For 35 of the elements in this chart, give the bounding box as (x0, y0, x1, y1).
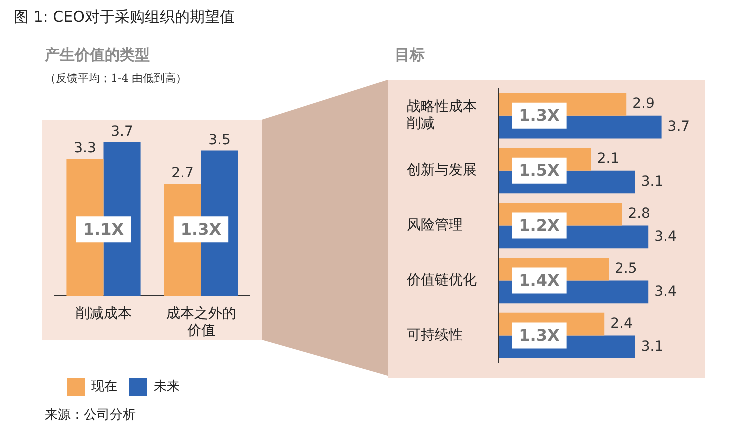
annotation: 1.2X (519, 216, 560, 235)
data-label: 2.4 (610, 316, 633, 332)
annotation: 1.5X (519, 160, 560, 180)
data-label: 2.5 (615, 260, 638, 277)
y-tick-label: 战略性成本削减 (407, 99, 477, 132)
source-note: 来源：公司分析 (45, 408, 136, 424)
chart-title: 产生价值的类型 (45, 46, 150, 64)
annotation: 1.4X (519, 270, 560, 290)
annotation: 1.3X (180, 220, 222, 239)
y-tick-label: 创新与发展 (407, 162, 477, 178)
data-label: 3.4 (654, 228, 677, 245)
data-label: 3.5 (208, 132, 231, 148)
y-tick-label: 价值链优化 (406, 272, 477, 288)
data-label: 2.8 (628, 206, 650, 222)
data-label: 3.1 (641, 338, 664, 355)
data-label: 3.3 (74, 140, 96, 157)
data-label: 3.7 (668, 118, 690, 135)
data-label: 3.4 (654, 284, 677, 300)
y-tick-label: 可持续性 (407, 327, 463, 344)
chart-subtitle: （反馈平均；1-4 由低到高） (45, 72, 188, 86)
y-tick-label: 风险管理 (407, 217, 463, 234)
x-tick-label: 成本之外的价值 (166, 306, 236, 339)
caption: 图 1: CEO对于采购组织的期望值 (14, 8, 235, 26)
legend-label: 现在 (92, 379, 118, 394)
legend-label: 未来 (154, 379, 180, 394)
data-label: 2.9 (632, 96, 655, 112)
x-tick-label: 削减成本 (76, 306, 132, 322)
annotation: 1.1X (83, 220, 125, 239)
data-label: 2.7 (172, 166, 194, 182)
annotation: 1.3X (519, 106, 560, 126)
data-label: 3.7 (111, 124, 134, 140)
chart-title: 目标 (395, 46, 425, 64)
annotation: 1.3X (519, 326, 560, 345)
data-label: 3.1 (641, 174, 664, 190)
data-label: 2.1 (597, 151, 620, 168)
